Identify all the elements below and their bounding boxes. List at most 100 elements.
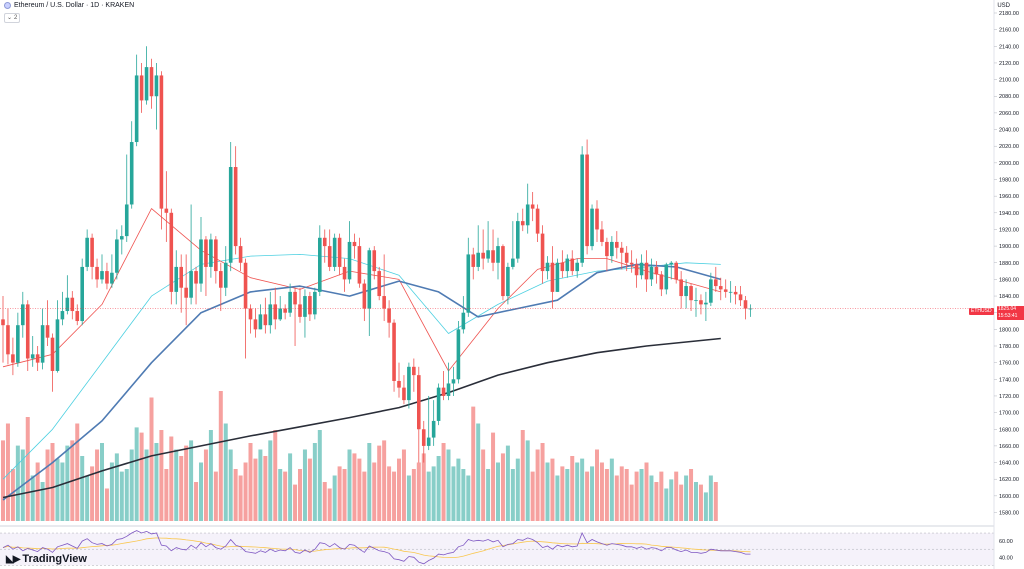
candle-body — [407, 366, 411, 401]
volume-bar — [55, 458, 60, 521]
candle-body — [654, 266, 659, 275]
price-tick-label: 1840.00 — [999, 294, 1019, 300]
candle-body — [600, 229, 604, 242]
candle-body — [402, 387, 406, 401]
candle-body — [337, 237, 342, 267]
volume-bar — [466, 475, 471, 521]
volume-bar — [317, 430, 322, 521]
volume-bar — [203, 449, 208, 521]
tradingview-logo[interactable]: ◣▶ TradingView — [6, 553, 87, 565]
candle-body — [45, 325, 50, 338]
price-tick-label: 2060.00 — [999, 111, 1019, 117]
candle-body — [253, 319, 258, 330]
candle-body — [174, 266, 179, 292]
volume-bar — [134, 427, 139, 521]
candle-body — [219, 271, 223, 288]
volume-bar — [570, 456, 575, 521]
candle-body — [293, 291, 297, 305]
price-tick-label: 1580.00 — [999, 511, 1019, 517]
candle-body — [204, 239, 208, 267]
candle-body — [575, 262, 579, 272]
candle-body — [718, 286, 723, 290]
volume-bar — [575, 462, 580, 521]
volume-bar — [446, 449, 451, 521]
candle-body — [313, 291, 317, 315]
candle-body — [322, 237, 327, 247]
candle-body — [471, 254, 476, 267]
volume-bar — [164, 469, 169, 521]
volume-histogram — [1, 391, 718, 521]
symbol-legend[interactable]: Ethereum / U.S. Dollar · 1D · KRAKEN — [4, 2, 134, 9]
candle-body — [486, 250, 490, 259]
candle-body — [377, 271, 381, 297]
volume-bar — [50, 443, 55, 521]
volume-bar — [431, 466, 436, 521]
candle-body — [619, 247, 624, 253]
candle-body — [40, 325, 45, 363]
volume-bar — [208, 430, 213, 521]
candle-body — [105, 271, 109, 284]
ethereum-icon — [4, 2, 11, 9]
candle-body — [129, 142, 134, 205]
candle-body — [258, 314, 263, 330]
volume-bar — [560, 466, 565, 521]
candle-body — [694, 300, 698, 302]
candle-body — [214, 239, 218, 272]
volume-bar — [476, 423, 481, 521]
price-tick-label: 1680.00 — [999, 427, 1019, 433]
candle-body — [664, 264, 669, 290]
volume-bar — [436, 456, 441, 521]
candle-body — [164, 208, 169, 213]
volume-bar — [258, 449, 263, 521]
candle-body — [65, 297, 70, 312]
price-tick-label: 1660.00 — [999, 444, 1019, 450]
candle-body — [149, 67, 154, 97]
volume-bar — [293, 484, 298, 521]
rsi-axis: 60.00 40.00 — [999, 539, 1013, 561]
candle-body — [446, 383, 451, 396]
candle-body — [520, 221, 525, 226]
indicator-collapse-button[interactable]: ⌄ 2 — [4, 13, 21, 23]
volume-bar — [639, 469, 644, 521]
price-tick-label: 2120.00 — [999, 61, 1019, 67]
ma-long-line — [2, 337, 721, 499]
volume-bar — [362, 471, 367, 521]
volume-bar — [288, 453, 293, 521]
candle-body — [733, 291, 738, 295]
price-tick-label: 1740.00 — [999, 377, 1019, 383]
price-tick-label: 2080.00 — [999, 94, 1019, 100]
candle-body — [530, 204, 535, 209]
volume-bar — [411, 469, 416, 521]
volume-bar — [129, 449, 134, 521]
candle-body — [367, 250, 372, 309]
price-tick-label: 2140.00 — [999, 44, 1019, 50]
candle-body — [516, 221, 520, 259]
price-tick-label: 1940.00 — [999, 211, 1019, 217]
volume-bar — [679, 484, 684, 521]
candle-body — [144, 67, 149, 101]
volume-bar — [184, 445, 189, 521]
volume-bar — [392, 471, 397, 521]
volume-bar — [278, 469, 283, 521]
price-axis[interactable]: 2180.00 2160.00 2140.00 2120.00 2100.00 2080.… — [994, 11, 1019, 517]
volume-bar — [535, 449, 540, 521]
candle-body — [16, 325, 20, 363]
candle-body — [273, 304, 278, 320]
candle-body — [679, 279, 683, 297]
volume-bar — [189, 440, 194, 521]
volume-bar — [194, 482, 199, 521]
volume-bar — [406, 475, 411, 521]
volume-bar — [550, 458, 555, 521]
volume-bar — [347, 449, 352, 521]
volume-bar — [649, 475, 654, 521]
volume-bar — [609, 458, 614, 521]
candle-body — [179, 266, 183, 288]
rsi-line — [2, 530, 751, 565]
volume-bar — [461, 469, 466, 521]
price-tick-label: 1780.00 — [999, 344, 1019, 350]
candle-body — [134, 75, 139, 143]
volume-bar — [421, 453, 426, 521]
currency-label[interactable]: USD — [997, 3, 1010, 9]
candle-body — [139, 75, 144, 101]
